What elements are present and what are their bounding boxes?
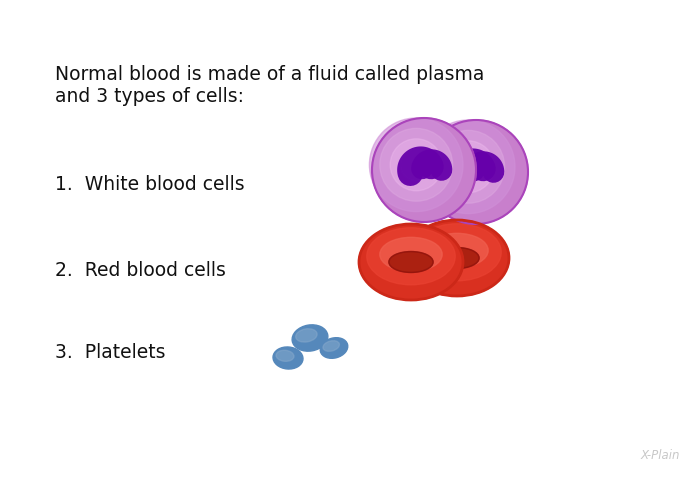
Ellipse shape [432, 131, 505, 203]
Ellipse shape [292, 325, 328, 351]
Ellipse shape [442, 141, 494, 193]
Ellipse shape [421, 120, 515, 214]
Ellipse shape [380, 237, 442, 272]
Ellipse shape [273, 347, 303, 369]
Ellipse shape [389, 252, 433, 273]
Text: Normal blood is made of a fluid called plasma
and 3 types of cells:: Normal blood is made of a fluid called p… [55, 65, 484, 106]
Ellipse shape [320, 338, 348, 358]
Text: 3.  Platelets: 3. Platelets [55, 343, 165, 361]
Circle shape [372, 118, 476, 222]
Ellipse shape [435, 248, 479, 268]
Ellipse shape [405, 220, 509, 296]
Ellipse shape [413, 224, 501, 281]
Ellipse shape [367, 228, 455, 285]
Ellipse shape [370, 118, 463, 212]
Ellipse shape [295, 329, 317, 342]
Text: 2.  Red blood cells: 2. Red blood cells [55, 261, 226, 279]
Ellipse shape [380, 129, 453, 201]
Ellipse shape [390, 139, 442, 191]
Text: X-Plain: X-Plain [640, 449, 680, 462]
Circle shape [424, 120, 528, 224]
Ellipse shape [453, 151, 484, 182]
Ellipse shape [400, 149, 432, 180]
Text: 1.  White blood cells: 1. White blood cells [55, 176, 244, 194]
Ellipse shape [323, 341, 339, 351]
Ellipse shape [359, 224, 463, 300]
Ellipse shape [276, 350, 294, 361]
Ellipse shape [426, 233, 488, 267]
